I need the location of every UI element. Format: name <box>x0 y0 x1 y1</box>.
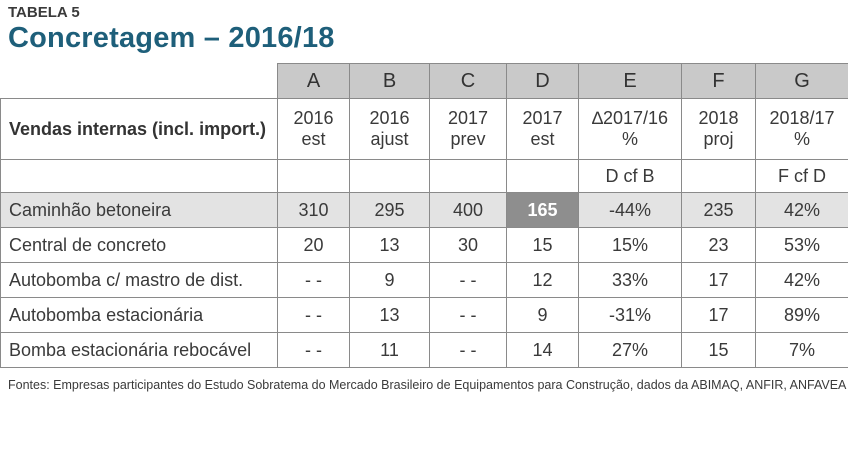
table-cell: 33% <box>578 262 682 298</box>
reference-row: D cf B F cf D <box>0 159 848 193</box>
column-letter: F <box>681 63 756 99</box>
table-cell: -44% <box>578 192 682 228</box>
column-header: 2018 proj <box>681 98 756 160</box>
table-cell: 235 <box>681 192 756 228</box>
column-header-line1: 2017 <box>447 108 489 128</box>
table-cell: - - <box>277 332 350 368</box>
table-cell: 9 <box>349 262 430 298</box>
column-header-line2: prev <box>450 129 486 149</box>
column-letter: G <box>755 63 848 99</box>
reference-cell <box>349 159 430 193</box>
column-header-line2: est <box>530 129 555 149</box>
table-cell: - - <box>429 262 507 298</box>
column-header-row: Vendas internas (incl. import.) 2016 est … <box>0 98 848 160</box>
column-header: 2016 est <box>277 98 350 160</box>
reference-cell <box>681 159 756 193</box>
table-cell: 53% <box>755 227 848 263</box>
table-cell: - - <box>277 297 350 333</box>
table-cell: 12 <box>506 262 579 298</box>
table-cell: - - <box>277 262 350 298</box>
table-cell: 17 <box>681 262 756 298</box>
table-cell: 17 <box>681 297 756 333</box>
table-row: Central de concreto 20 13 30 15 15% 23 5… <box>0 227 848 263</box>
column-letter: D <box>506 63 579 99</box>
table-cell: 14 <box>506 332 579 368</box>
table-cell: 89% <box>755 297 848 333</box>
column-header: 2017 prev <box>429 98 507 160</box>
table-cell: - - <box>429 332 507 368</box>
corner-cell <box>0 63 278 99</box>
table-cell: 295 <box>349 192 430 228</box>
reference-cell <box>0 159 278 193</box>
reference-cell: D cf B <box>578 159 682 193</box>
table-row: Caminhão betoneira 310 295 400 165 -44% … <box>0 192 848 228</box>
table-cell: 15 <box>506 227 579 263</box>
column-header-line2: est <box>301 129 326 149</box>
table-cell: 15 <box>681 332 756 368</box>
table-cell: - - <box>429 297 507 333</box>
sales-table: A B C D E F G Vendas internas (incl. imp… <box>0 63 848 368</box>
table-row: Bomba estacionária rebocável - - 11 - - … <box>0 332 848 368</box>
row-name: Central de concreto <box>0 227 278 263</box>
reference-cell: F cf D <box>755 159 848 193</box>
reference-cell <box>277 159 350 193</box>
table-row: Autobomba estacionária - - 13 - - 9 -31%… <box>0 297 848 333</box>
column-header: ∆2017/16% <box>578 98 682 160</box>
table-cell: 20 <box>277 227 350 263</box>
column-letter: C <box>429 63 507 99</box>
column-header-line1: 2016 <box>369 108 410 128</box>
table-cell: 400 <box>429 192 507 228</box>
column-header-line1: 2016 <box>293 108 334 128</box>
reference-cell <box>506 159 579 193</box>
reference-cell <box>429 159 507 193</box>
column-header-line1: 2017 <box>522 108 563 128</box>
source-note: Fontes: Empresas participantes do Estudo… <box>8 378 847 392</box>
table-cell: 9 <box>506 297 579 333</box>
table-cell: 27% <box>578 332 682 368</box>
table-cell: 42% <box>755 262 848 298</box>
table-cell: 23 <box>681 227 756 263</box>
row-label-header: Vendas internas (incl. import.) <box>0 98 278 160</box>
column-header: 2018/17% <box>755 98 848 160</box>
row-name: Caminhão betoneira <box>0 192 278 228</box>
table-row: Autobomba c/ mastro de dist. - - 9 - - 1… <box>0 262 848 298</box>
table-cell: 7% <box>755 332 848 368</box>
column-header-line2: % <box>793 129 810 149</box>
column-letter: B <box>349 63 430 99</box>
column-header-line2: proj <box>703 129 734 149</box>
table-cell: 42% <box>755 192 848 228</box>
row-name: Bomba estacionária rebocável <box>0 332 278 368</box>
column-header-line2: ajust <box>370 129 409 149</box>
column-header: 2016 ajust <box>349 98 430 160</box>
column-letter: A <box>277 63 350 99</box>
table-cell: 15% <box>578 227 682 263</box>
table-cell: 30 <box>429 227 507 263</box>
column-letter-row: A B C D E F G <box>0 63 848 99</box>
highlighted-cell: 165 <box>506 192 579 228</box>
table-cell: 310 <box>277 192 350 228</box>
row-name: Autobomba c/ mastro de dist. <box>0 262 278 298</box>
column-header-line1: 2018/17 <box>769 108 835 128</box>
table-cell: 13 <box>349 227 430 263</box>
row-name: Autobomba estacionária <box>0 297 278 333</box>
column-letter: E <box>578 63 682 99</box>
column-header-line1: 2018 <box>698 108 739 128</box>
table-cell: 11 <box>349 332 430 368</box>
table-cell: 13 <box>349 297 430 333</box>
table-number: TABELA 5 <box>8 4 80 21</box>
page-title: Concretagem – 2016/18 <box>8 22 335 54</box>
column-header: 2017 est <box>506 98 579 160</box>
table-cell: -31% <box>578 297 682 333</box>
column-header-line1: ∆2017/16 <box>591 108 669 128</box>
column-header-line2: % <box>621 129 638 149</box>
